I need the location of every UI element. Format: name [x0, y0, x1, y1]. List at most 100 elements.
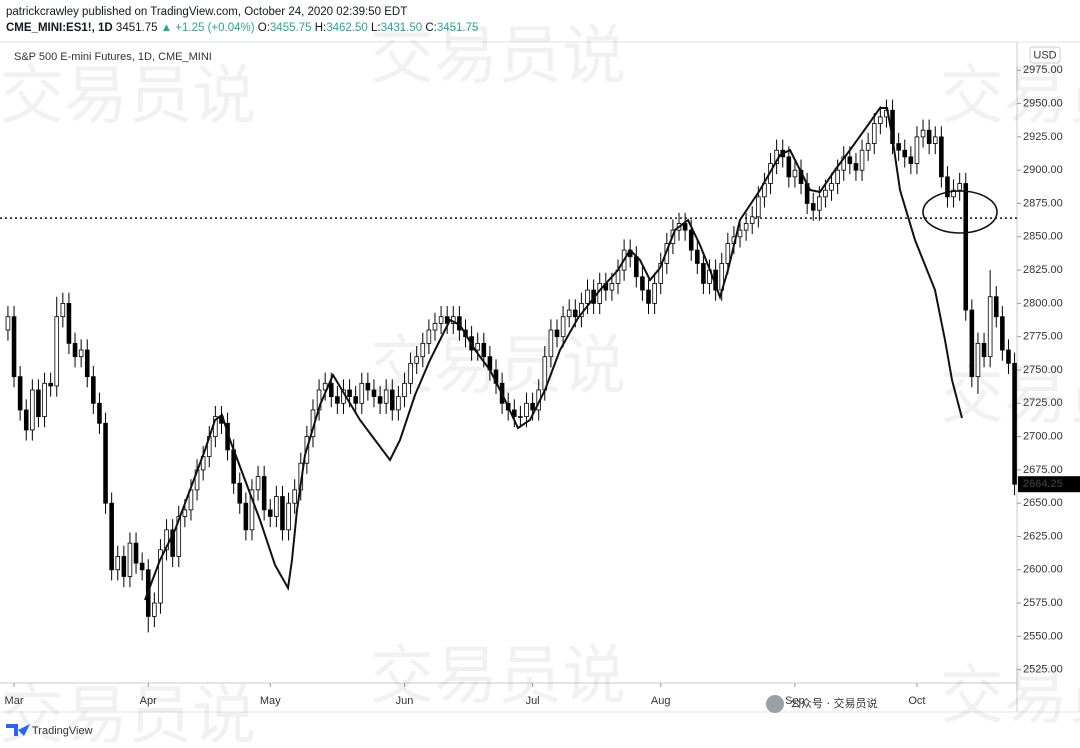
candle-body [481, 342, 487, 358]
candle-body [158, 549, 163, 604]
symbol-line: CME_MINI:ES1!, 1D 3451.75 ▲ +1.25 (+0.04… [6, 22, 478, 34]
candle-body [475, 342, 480, 351]
y-tick-label: 2650.00 [1023, 497, 1063, 509]
l-label: L: [371, 22, 381, 34]
h-label: H: [315, 22, 327, 34]
candle-body [97, 402, 102, 424]
candle-body [292, 489, 297, 504]
candle-body [560, 316, 566, 338]
candle-body [5, 316, 11, 331]
candle-body [60, 302, 66, 318]
candle-body [908, 156, 914, 164]
candle-body [115, 556, 121, 571]
candle-body [353, 396, 358, 404]
open: 3455.75 [270, 22, 312, 34]
candle-body [829, 183, 834, 191]
candle-body [951, 189, 956, 198]
candle-body [512, 409, 517, 418]
candle-body [518, 416, 523, 419]
candle-body [109, 502, 114, 571]
x-tick-label: Sep [785, 695, 805, 707]
o-label: O: [258, 22, 270, 34]
x-tick-label: Oct [908, 695, 925, 707]
y-tick-label: 2875.00 [1023, 197, 1063, 209]
candle-body [91, 376, 96, 404]
candle-body [573, 309, 578, 318]
candle-body [1000, 316, 1005, 351]
candle-body [847, 156, 853, 164]
candle-body [176, 516, 182, 557]
hand-drawn-circle [922, 190, 998, 234]
watermark: 交易员说 [370, 20, 626, 94]
candle-body [396, 396, 401, 411]
candle-body [249, 489, 255, 531]
candle-body [371, 389, 377, 398]
candle-body [383, 389, 389, 404]
y-tick-label: 2575.00 [1023, 597, 1063, 609]
candle-body [646, 289, 651, 304]
badge-text: 公众号 · 交易员说 [790, 696, 878, 710]
candle-body [993, 296, 999, 318]
last-price-label: 2664.25 [1023, 478, 1063, 490]
candle-body [548, 329, 554, 358]
candle-body [1006, 349, 1011, 364]
candle-body [756, 196, 761, 218]
candle-body [267, 509, 273, 517]
candle-body [975, 342, 981, 378]
candle-body [139, 562, 145, 571]
x-tick-label: Jun [396, 695, 414, 707]
last-price-box [1018, 476, 1080, 493]
y-tick-label: 2850.00 [1023, 231, 1063, 243]
candle-body [878, 116, 883, 124]
candle-body [957, 183, 962, 191]
candle-body [634, 256, 639, 278]
candle-body [823, 189, 828, 198]
candle-body [261, 476, 267, 511]
candle-body [554, 329, 560, 338]
candle-body [920, 129, 926, 138]
wechat-icon [766, 695, 784, 713]
watermark: 交易员说 [0, 680, 256, 748]
candle-body [914, 136, 920, 164]
candle-body [786, 156, 792, 178]
candle-body [524, 402, 529, 418]
candle-body [182, 509, 188, 517]
y-tick-label: 2600.00 [1023, 564, 1063, 576]
candle-body [347, 389, 352, 398]
candle-body [328, 382, 334, 398]
y-tick-label: 2550.00 [1023, 630, 1063, 642]
candle-body [817, 196, 822, 211]
candle-body [701, 263, 706, 284]
candle-body [1012, 362, 1017, 485]
candle-body [170, 529, 175, 557]
candle-body [981, 342, 987, 358]
watermark: 交易员说 [940, 360, 1080, 434]
candle-body [30, 389, 35, 431]
y-tick-label: 2825.00 [1023, 264, 1063, 276]
candle-body [66, 302, 72, 344]
x-tick-label: Apr [140, 695, 157, 707]
y-tick-label: 2750.00 [1023, 364, 1063, 376]
y-tick-label: 2950.00 [1023, 98, 1063, 110]
candle-body [865, 143, 871, 151]
candle-body [17, 376, 23, 411]
candle-body [743, 223, 749, 231]
y-tick-label: 2925.00 [1023, 131, 1063, 143]
c-label: C: [425, 22, 437, 34]
candle-body [402, 382, 407, 398]
candle-body [932, 136, 938, 144]
x-tick-label: Aug [651, 695, 671, 707]
y-tick-label: 2625.00 [1023, 530, 1063, 542]
candle-body [36, 389, 41, 418]
candle-body [164, 529, 169, 551]
candle-body [420, 342, 426, 358]
hand-drawn-swing [144, 107, 963, 601]
symbol: CME_MINI:ES1!, 1D [6, 22, 113, 34]
watermark: 交易员说 [940, 60, 1080, 134]
y-tick-label: 2975.00 [1023, 64, 1063, 76]
candle-body [426, 329, 432, 344]
candle-body [859, 149, 865, 171]
y-tick-label: 2775.00 [1023, 331, 1063, 343]
